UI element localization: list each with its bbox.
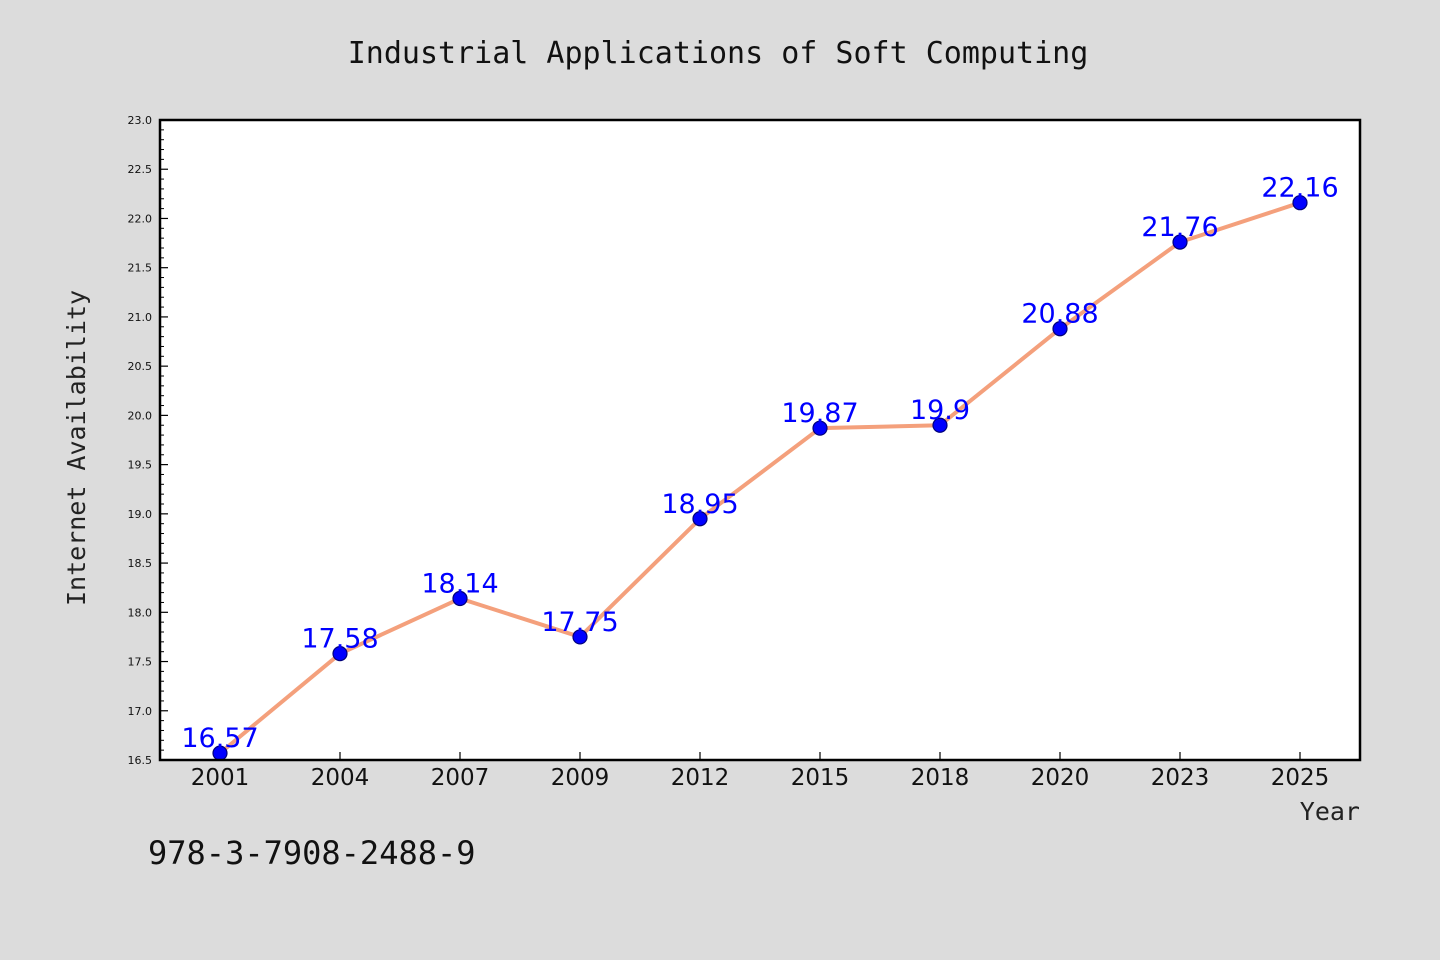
- y-tick-label: 20.0: [128, 409, 153, 422]
- y-tick-label: 18.5: [128, 557, 153, 570]
- data-label: 22.16: [1261, 173, 1338, 204]
- x-tick-label: 2004: [311, 765, 370, 791]
- y-tick-label: 19.5: [128, 459, 153, 472]
- y-tick-label: 22.0: [128, 212, 153, 225]
- y-tick-label: 21.0: [128, 311, 153, 324]
- data-label: 19.9: [910, 395, 970, 426]
- data-label: 17.75: [541, 607, 618, 638]
- data-label: 16.57: [181, 723, 258, 754]
- y-tick-label: 18.0: [128, 606, 153, 619]
- x-tick-label: 2015: [791, 765, 850, 791]
- data-label: 20.88: [1021, 299, 1098, 330]
- data-point: [332, 646, 348, 662]
- y-axis: 16.5 17.0 17.5 18.0 18.5 19.0 19.5 20.0 20.5 21.0…: [128, 114, 168, 767]
- x-axis: 2001 2004 2007 2009 2012 2015 2018 2020 2023 2025: [191, 752, 1330, 791]
- data-point: [1052, 321, 1068, 337]
- y-tick-label: 22.5: [128, 163, 153, 176]
- plot-area: [160, 120, 1360, 760]
- plot-frame: [158, 118, 1362, 762]
- data-point: [692, 511, 708, 527]
- data-label: 17.58: [301, 624, 378, 655]
- data-label: 19.87: [781, 398, 858, 429]
- data-point: [932, 417, 948, 433]
- x-tick-label: 2020: [1031, 765, 1090, 791]
- x-tick-label: 2012: [671, 765, 730, 791]
- y-tick-label: 17.0: [128, 705, 153, 718]
- chart-title: Industrial Applications of Soft Computin…: [348, 36, 1089, 71]
- y-tick-label: 23.0: [128, 114, 153, 127]
- series-group: 16.57 17.58 18.14 17.75 18.95 19.87 19.9 20.88 2…: [181, 173, 1339, 761]
- series-line: [218, 200, 1302, 756]
- y-axis-label: Internet Availability: [62, 290, 91, 606]
- x-tick-label: 2023: [1151, 765, 1210, 791]
- data-point: [812, 420, 828, 436]
- y-tick-label: 21.5: [128, 262, 153, 275]
- isbn-text: 978-3-7908-2488-9: [148, 834, 476, 872]
- data-point: [452, 590, 468, 607]
- x-tick-label: 2007: [431, 765, 490, 791]
- data-point: [572, 629, 588, 645]
- x-tick-label: 2018: [911, 765, 970, 791]
- data-label: 21.76: [1141, 212, 1218, 243]
- y-tick-label: 19.0: [128, 508, 153, 521]
- x-tick-label: 2025: [1271, 765, 1330, 791]
- x-tick-label: 2009: [551, 765, 610, 791]
- data-label: 18.95: [661, 489, 738, 520]
- y-tick-label: 16.5: [128, 754, 153, 767]
- y-tick-label: 20.5: [128, 360, 153, 373]
- data-label: 18.14: [421, 569, 498, 600]
- y-tick-label: 17.5: [128, 656, 153, 669]
- x-axis-label: Year: [1300, 797, 1360, 826]
- x-tick-label: 2001: [191, 765, 250, 791]
- data-point: [1172, 234, 1188, 250]
- data-point: [1292, 195, 1308, 211]
